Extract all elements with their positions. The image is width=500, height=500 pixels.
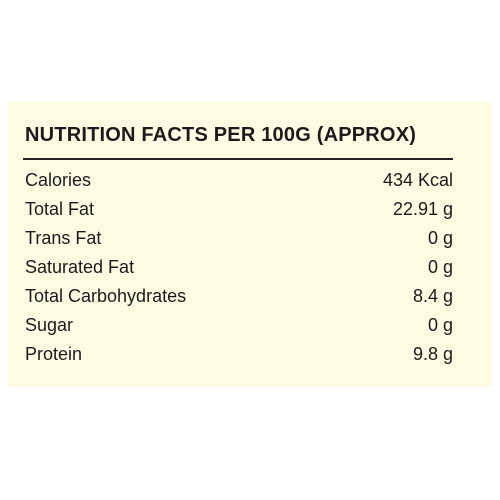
nutrition-row-saturated-fat: Saturated Fat 0 g <box>23 253 453 282</box>
nutrition-facts-title: NUTRITION FACTS PER 100G (APPROX) <box>25 124 417 146</box>
nutrition-row-total-carbohydrates: Total Carbohydrates 8.4 g <box>23 282 453 311</box>
nutrient-value: 0 g <box>427 257 453 277</box>
nutrient-label: Sugar <box>25 315 74 335</box>
title-divider <box>23 158 453 160</box>
nutrition-row-protein: Protein 9.8 g <box>23 340 453 369</box>
nutrient-value: 8.4 g <box>412 286 453 306</box>
nutrient-label: Total Fat <box>25 199 95 219</box>
nutrition-table: Calories 434 Kcal Total Fat 22.91 g Tran… <box>23 166 453 369</box>
nutrient-label: Protein <box>25 344 83 364</box>
nutrient-value: 0 g <box>427 228 453 248</box>
nutrition-row-trans-fat: Trans Fat 0 g <box>23 224 453 253</box>
nutrient-value: 22.91 g <box>392 199 453 219</box>
nutrition-row-total-fat: Total Fat 22.91 g <box>23 195 453 224</box>
nutrient-label: Total Carbohydrates <box>25 286 187 306</box>
nutrient-label: Saturated Fat <box>25 257 135 277</box>
nutrition-row-calories: Calories 434 Kcal <box>23 166 453 195</box>
nutrition-row-sugar: Sugar 0 g <box>23 311 453 340</box>
nutrition-facts-panel: NUTRITION FACTS PER 100G (APPROX) Calori… <box>8 102 492 387</box>
nutrient-value: 0 g <box>427 315 453 335</box>
nutrient-label: Calories <box>25 170 92 190</box>
nutrient-value: 9.8 g <box>412 344 453 364</box>
nutrient-label: Trans Fat <box>25 228 102 248</box>
nutrient-value: 434 Kcal <box>382 170 453 190</box>
